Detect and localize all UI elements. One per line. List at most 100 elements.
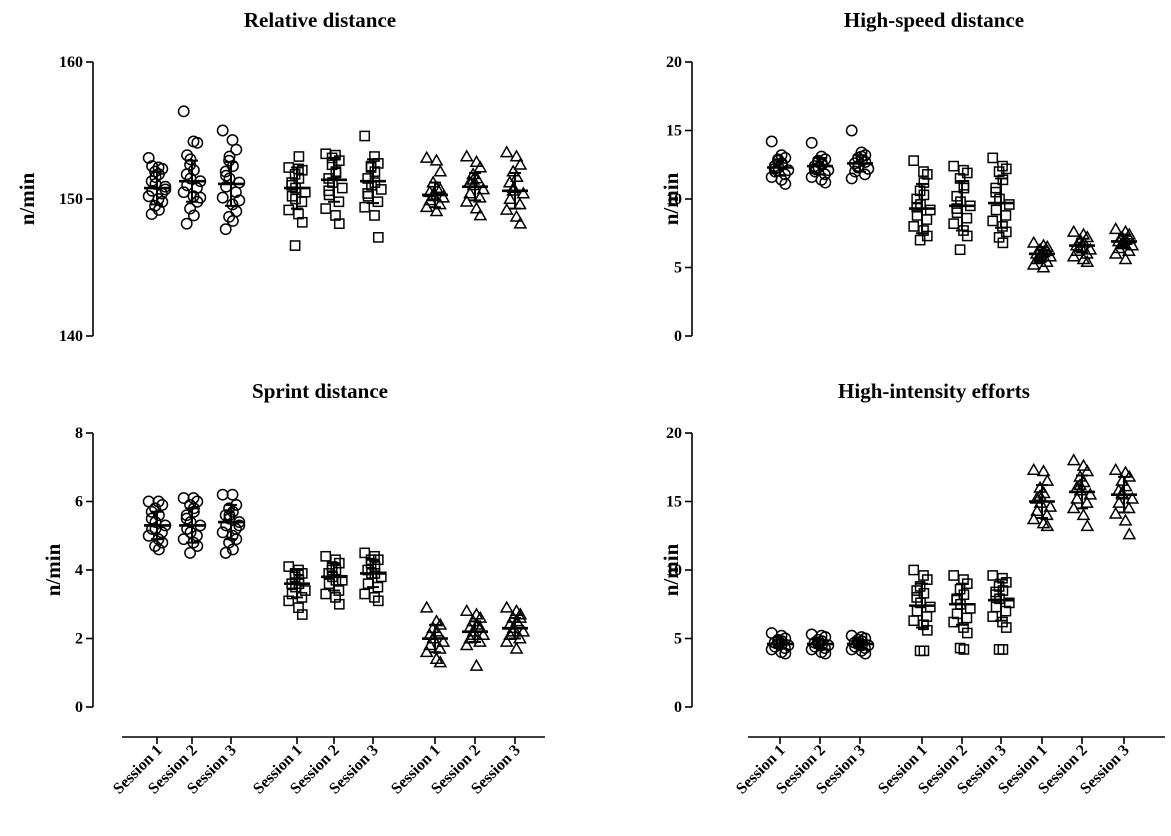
data-point — [499, 634, 514, 647]
data-point — [1080, 230, 1095, 243]
data-point — [513, 157, 528, 170]
data-point — [779, 177, 792, 190]
data-point — [459, 149, 474, 162]
data-point — [429, 153, 444, 166]
data-point — [423, 638, 437, 651]
y-tick-label: 5 — [674, 260, 682, 277]
data-point — [997, 160, 1008, 172]
data-point — [948, 616, 960, 628]
data-point — [142, 495, 155, 508]
data-point — [921, 168, 933, 180]
session-series — [459, 603, 491, 671]
data-point — [156, 536, 169, 549]
session-series — [987, 570, 1015, 655]
session-series — [283, 151, 311, 251]
data-point — [419, 150, 434, 163]
y-axis-label: n/min — [15, 172, 39, 225]
data-point — [509, 149, 524, 162]
data-point — [948, 160, 960, 172]
data-point — [473, 160, 488, 173]
data-point — [805, 643, 818, 656]
data-point — [226, 488, 239, 501]
y-tick-label: 0 — [674, 328, 682, 345]
data-point — [216, 488, 229, 501]
data-point — [336, 182, 348, 194]
data-point — [1030, 252, 1044, 265]
data-point — [499, 145, 514, 158]
data-point — [216, 124, 229, 137]
y-tick-label: 140 — [59, 328, 83, 345]
data-point — [908, 615, 920, 627]
data-point — [369, 166, 381, 177]
data-point — [372, 196, 384, 208]
y-tick-label: 5 — [674, 631, 682, 648]
data-point — [1066, 453, 1081, 466]
session-series — [1026, 462, 1058, 532]
data-point — [333, 218, 345, 230]
data-point — [782, 639, 795, 652]
y-tick-label: 10 — [666, 191, 682, 208]
session-series — [765, 627, 795, 660]
data-point — [226, 134, 239, 147]
y-tick-label: 15 — [666, 123, 682, 140]
data-point — [459, 638, 474, 651]
chart-title: Sprint distance — [252, 379, 388, 403]
data-point — [463, 186, 477, 199]
data-point — [419, 600, 434, 613]
data-point — [152, 509, 165, 522]
data-point — [1036, 464, 1051, 477]
data-point — [1076, 458, 1091, 471]
data-point — [1040, 519, 1055, 532]
data-point — [845, 124, 858, 137]
session-series — [1066, 453, 1098, 532]
data-point — [958, 644, 970, 655]
data-point — [372, 232, 384, 243]
y-tick-label: 10 — [666, 562, 682, 579]
data-point — [219, 546, 232, 559]
data-point — [369, 210, 380, 221]
data-point — [223, 210, 236, 223]
data-point — [233, 519, 246, 532]
data-point — [961, 230, 973, 242]
data-point — [765, 135, 778, 148]
session-series — [283, 561, 311, 620]
data-point — [924, 601, 936, 613]
session-series — [908, 564, 936, 657]
data-point — [1108, 462, 1123, 475]
data-point — [283, 204, 295, 216]
data-point — [516, 624, 531, 637]
data-point — [223, 509, 236, 522]
data-point — [184, 526, 197, 539]
data-point — [320, 550, 332, 562]
data-point — [914, 234, 926, 246]
session-series — [320, 148, 348, 230]
data-point — [289, 240, 301, 251]
data-point — [330, 592, 341, 603]
data-point — [1040, 243, 1055, 257]
data-point — [436, 634, 451, 647]
data-point — [473, 208, 488, 221]
data-point — [149, 522, 162, 535]
data-point — [429, 204, 444, 217]
y-axis-label: n/min — [659, 543, 683, 596]
session-series — [845, 124, 875, 185]
data-point — [1070, 491, 1084, 504]
data-point — [908, 155, 920, 166]
y-axis-label: n/min — [41, 543, 65, 596]
data-point — [1070, 243, 1084, 257]
data-point — [509, 641, 524, 654]
data-point — [918, 166, 929, 177]
chart-title: Relative distance — [244, 8, 396, 32]
session-series — [1108, 222, 1140, 265]
y-tick-label: 8 — [75, 425, 83, 442]
data-point — [473, 190, 487, 203]
data-point — [359, 588, 371, 600]
data-point — [299, 585, 311, 596]
data-point — [184, 202, 197, 215]
data-point — [469, 154, 484, 167]
data-point — [1026, 257, 1041, 270]
session-series — [142, 495, 172, 556]
session-series — [1108, 462, 1140, 540]
data-point — [177, 186, 190, 199]
